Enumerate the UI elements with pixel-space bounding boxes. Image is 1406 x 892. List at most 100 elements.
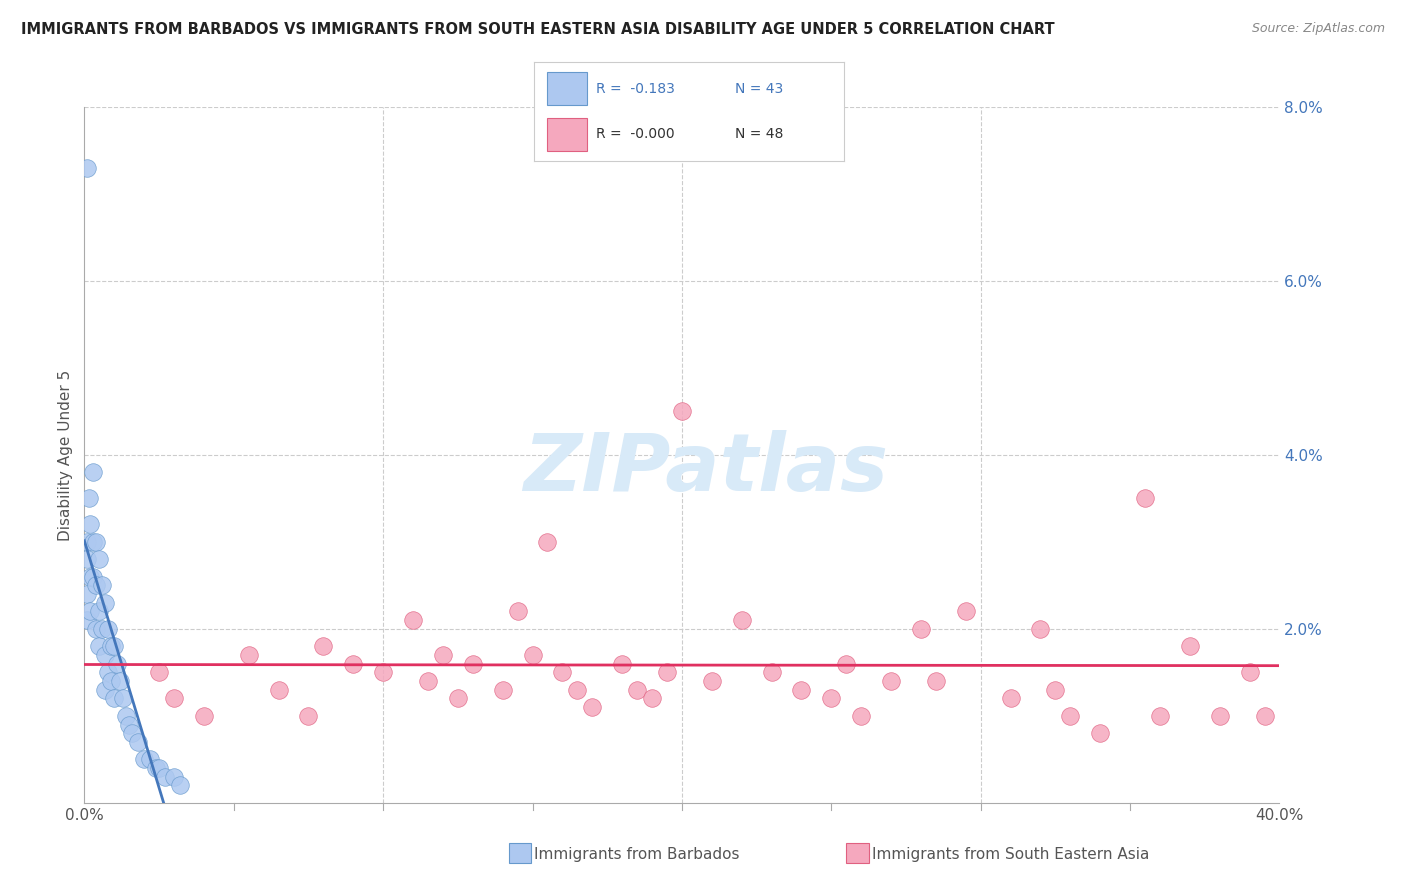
Point <box>86 578 108 592</box>
Point <box>910 622 932 636</box>
Point <box>312 639 335 653</box>
Point <box>1178 639 1201 653</box>
Point <box>1239 665 1261 680</box>
Point <box>1088 726 1111 740</box>
Point <box>79 517 101 532</box>
Point <box>536 535 558 549</box>
Point <box>522 648 544 662</box>
Point <box>77 491 100 506</box>
Point <box>267 682 290 697</box>
Point <box>76 535 98 549</box>
Point <box>100 639 122 653</box>
Point <box>761 665 783 680</box>
Point <box>121 726 143 740</box>
Point <box>671 404 693 418</box>
Point <box>880 674 903 689</box>
Point <box>402 613 425 627</box>
Point <box>238 648 260 662</box>
Point <box>1000 691 1022 706</box>
Point <box>148 761 170 775</box>
Point <box>551 665 574 680</box>
Point <box>567 682 589 697</box>
Point <box>626 682 648 697</box>
Point <box>955 605 977 619</box>
Point <box>127 735 149 749</box>
Point <box>97 622 120 636</box>
Point <box>1029 622 1052 636</box>
Point <box>342 657 364 671</box>
Point <box>163 770 186 784</box>
Point <box>641 691 664 706</box>
Point <box>193 708 215 723</box>
Point <box>581 700 603 714</box>
Text: ZIPatlas: ZIPatlas <box>523 430 889 508</box>
Point <box>76 552 98 566</box>
Point <box>82 466 104 480</box>
Point <box>1133 491 1156 506</box>
Point <box>94 596 117 610</box>
Y-axis label: Disability Age Under 5: Disability Age Under 5 <box>58 369 73 541</box>
Point <box>91 622 114 636</box>
Point <box>492 682 515 697</box>
Point <box>100 674 122 689</box>
Point <box>132 752 156 766</box>
Point <box>103 691 125 706</box>
Point <box>89 552 111 566</box>
Point <box>447 691 470 706</box>
Point <box>506 605 529 619</box>
Point <box>835 657 858 671</box>
Text: R =  -0.183: R = -0.183 <box>596 82 675 96</box>
Point <box>82 570 104 584</box>
Point <box>118 717 141 731</box>
Point <box>1045 682 1067 697</box>
Point <box>76 613 98 627</box>
Point <box>89 605 111 619</box>
Point <box>112 691 135 706</box>
Point <box>925 674 948 689</box>
Point <box>139 752 162 766</box>
Point <box>94 682 117 697</box>
Point <box>94 648 117 662</box>
Point <box>79 605 101 619</box>
Point <box>1208 708 1232 723</box>
Point <box>849 708 872 723</box>
Point <box>86 622 108 636</box>
Point <box>91 578 114 592</box>
Point <box>655 665 678 680</box>
Point <box>461 657 484 671</box>
Point <box>148 665 170 680</box>
Point <box>76 161 98 175</box>
Point <box>105 657 128 671</box>
Point <box>1059 708 1081 723</box>
Point <box>153 770 176 784</box>
Point <box>610 657 633 671</box>
Point <box>145 761 167 775</box>
Point <box>103 639 125 653</box>
Bar <box>547 119 586 151</box>
Bar <box>547 72 586 104</box>
Point <box>115 708 138 723</box>
Point <box>89 639 111 653</box>
Point <box>790 682 813 697</box>
Point <box>1149 708 1171 723</box>
Point <box>110 674 132 689</box>
Point <box>86 535 108 549</box>
Point <box>97 665 120 680</box>
Point <box>371 665 394 680</box>
Point <box>416 674 439 689</box>
Text: Immigrants from South Eastern Asia: Immigrants from South Eastern Asia <box>872 847 1149 862</box>
Point <box>82 535 104 549</box>
Point <box>169 778 191 792</box>
Point <box>76 587 98 601</box>
Point <box>297 708 319 723</box>
Text: N = 48: N = 48 <box>735 127 783 141</box>
Text: N = 43: N = 43 <box>735 82 783 96</box>
Text: R =  -0.000: R = -0.000 <box>596 127 675 141</box>
Text: Immigrants from Barbados: Immigrants from Barbados <box>534 847 740 862</box>
Point <box>700 674 723 689</box>
Text: Source: ZipAtlas.com: Source: ZipAtlas.com <box>1251 22 1385 36</box>
Point <box>820 691 842 706</box>
Text: IMMIGRANTS FROM BARBADOS VS IMMIGRANTS FROM SOUTH EASTERN ASIA DISABILITY AGE UN: IMMIGRANTS FROM BARBADOS VS IMMIGRANTS F… <box>21 22 1054 37</box>
Point <box>432 648 454 662</box>
Point <box>731 613 754 627</box>
